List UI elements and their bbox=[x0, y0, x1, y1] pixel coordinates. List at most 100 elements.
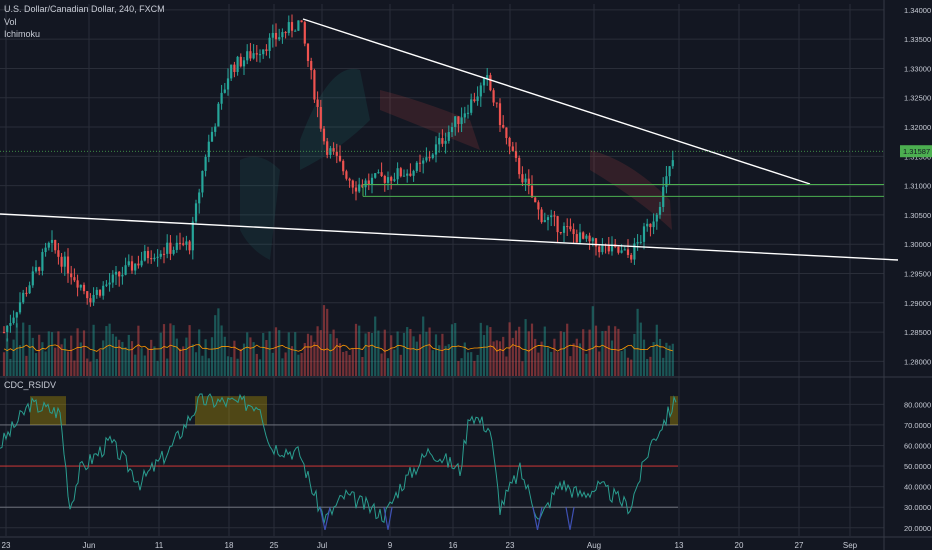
volume-bar bbox=[412, 336, 415, 376]
price-candle bbox=[454, 116, 457, 127]
time-axis-label: 27 bbox=[795, 541, 804, 550]
price-candle bbox=[601, 244, 604, 253]
price-candle bbox=[348, 178, 351, 181]
volume-bar bbox=[636, 308, 639, 376]
volume-bar bbox=[342, 351, 345, 376]
volume-bar bbox=[460, 358, 463, 376]
volume-bar bbox=[31, 337, 34, 376]
time-axis-label: Aug bbox=[587, 541, 601, 550]
price-candle bbox=[447, 132, 450, 141]
price-candle bbox=[639, 241, 642, 243]
price-candle bbox=[300, 20, 303, 23]
price-candle bbox=[34, 267, 38, 272]
price-candle bbox=[623, 249, 626, 251]
volume-bar bbox=[617, 328, 620, 376]
price-candle bbox=[255, 53, 258, 55]
volume-bar bbox=[162, 324, 166, 376]
volume-bar bbox=[239, 348, 242, 376]
price-candle bbox=[505, 127, 508, 138]
price-candle bbox=[297, 20, 300, 31]
price-candle bbox=[345, 171, 348, 179]
volume-bar bbox=[226, 356, 230, 376]
volume-bar bbox=[300, 352, 303, 376]
volume-bar bbox=[662, 357, 665, 376]
volume-bar bbox=[41, 342, 44, 376]
volume-bar bbox=[326, 308, 329, 376]
price-axis-label: 1.34000 bbox=[904, 6, 931, 15]
volume-bar bbox=[258, 359, 262, 376]
price-candle bbox=[511, 146, 514, 151]
price-candle bbox=[70, 273, 73, 278]
volume-bar bbox=[102, 340, 105, 376]
price-candle bbox=[271, 32, 274, 38]
price-candle bbox=[434, 144, 438, 155]
volume-bar bbox=[297, 354, 300, 376]
volume-bar bbox=[265, 340, 268, 376]
volume-bar bbox=[175, 338, 178, 376]
time-axis-label: 20 bbox=[735, 541, 744, 550]
rsi-panel bbox=[0, 393, 678, 530]
volume-bar bbox=[108, 323, 111, 376]
price-candle bbox=[585, 235, 588, 239]
price-candle bbox=[137, 263, 140, 266]
price-candle bbox=[185, 241, 188, 245]
price-axis-label: 1.30500 bbox=[904, 211, 931, 220]
price-candle bbox=[313, 70, 316, 100]
time-axis-label: Sep bbox=[843, 541, 858, 550]
rsi-title[interactable]: CDC_RSIDV bbox=[4, 380, 57, 390]
price-candle bbox=[386, 177, 390, 183]
price-candle bbox=[191, 221, 194, 251]
volume-bar bbox=[380, 353, 383, 376]
rsi-line bbox=[0, 393, 677, 524]
volume-bar bbox=[658, 338, 662, 376]
symbol-title[interactable]: U.S. Dollar/Canadian Dollar, 240, FXCM bbox=[4, 4, 165, 14]
price-axis-label: 1.32500 bbox=[904, 94, 931, 103]
price-candle bbox=[396, 168, 399, 180]
price-candle bbox=[127, 261, 130, 266]
volume-bar bbox=[374, 316, 377, 376]
price-candle bbox=[582, 232, 585, 239]
volume-bar bbox=[316, 326, 319, 376]
volume-bar bbox=[482, 335, 486, 376]
price-candle bbox=[153, 257, 156, 260]
price-candle bbox=[498, 103, 502, 126]
price-candle bbox=[242, 60, 246, 67]
price-candle bbox=[383, 176, 386, 183]
volume-bar bbox=[534, 338, 537, 376]
time-axis-label: Jun bbox=[83, 541, 96, 550]
price-candle bbox=[249, 51, 252, 59]
price-candle bbox=[399, 168, 402, 177]
price-candle bbox=[2, 332, 6, 334]
price-candle bbox=[118, 271, 121, 277]
volume-bar bbox=[566, 323, 569, 376]
price-candle bbox=[233, 64, 236, 72]
volume-bar bbox=[594, 325, 598, 376]
price-candle bbox=[354, 187, 358, 192]
volume-bar bbox=[402, 332, 406, 376]
price-candle bbox=[182, 243, 185, 245]
ichimoku-label[interactable]: Ichimoku bbox=[4, 29, 41, 39]
volume-label[interactable]: Vol bbox=[4, 17, 17, 27]
volume-bar bbox=[466, 352, 470, 376]
price-candle bbox=[364, 180, 367, 188]
rsi-axis-label: 60.0000 bbox=[904, 441, 931, 450]
price-candle bbox=[540, 209, 543, 223]
price-candle bbox=[121, 274, 124, 277]
volume-bar bbox=[50, 332, 54, 376]
price-candles bbox=[2, 14, 674, 342]
price-candle bbox=[156, 256, 159, 258]
volume-bar bbox=[73, 360, 76, 376]
volume-bar bbox=[508, 322, 511, 376]
price-candle bbox=[82, 284, 86, 292]
price-candle bbox=[380, 172, 383, 177]
price-candle bbox=[265, 49, 268, 51]
volume-bar bbox=[156, 360, 159, 376]
price-candle bbox=[530, 185, 534, 198]
volume-bar bbox=[54, 347, 57, 376]
volume-bar bbox=[9, 358, 12, 376]
volume-bar bbox=[370, 332, 374, 376]
volume-bar bbox=[671, 343, 674, 376]
price-axis-label: 1.28000 bbox=[904, 357, 931, 366]
volume-bar bbox=[383, 329, 386, 376]
